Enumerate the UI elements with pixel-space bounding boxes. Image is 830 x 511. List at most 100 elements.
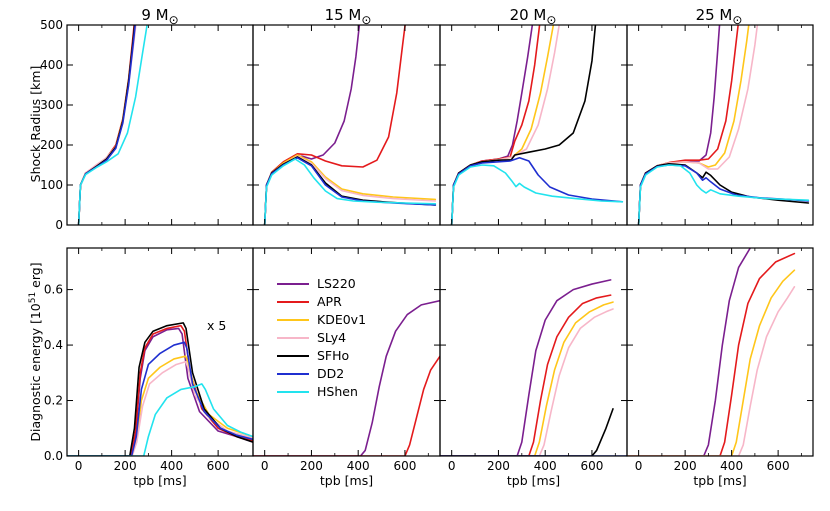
panel-title-25: 25 M⊙ [696, 6, 743, 27]
series-line-ls220 [77, 25, 136, 225]
series-line-ls220 [627, 248, 752, 456]
bottom-panel-4-series [627, 248, 796, 456]
bottom-panel-2-series [253, 299, 440, 456]
series-line-apr [253, 355, 440, 456]
top-panel-3-series [450, 25, 624, 225]
top-panel-2-series [263, 25, 437, 225]
series-line-apr [263, 25, 406, 225]
series-line-ls220 [450, 25, 534, 225]
legend-item-dd2: DD2 [277, 366, 344, 381]
x-tick-label: 0 [635, 459, 643, 473]
top-panel-2 [252, 24, 441, 226]
bottom-panel-3: 0 200 400 600 tpb [ms] [439, 247, 628, 488]
series-line-ls220 [637, 25, 721, 225]
bottom-panel-2: 0 200 400 600 tpb [ms] [252, 247, 441, 488]
panels: 0 100 200 300 400 500 0.0 0.2 0.4 0.6 0 200 400 600 tp… [40, 18, 814, 488]
series-line-apr [450, 25, 541, 225]
top-panel-1-series [77, 25, 148, 225]
series-line-apr [627, 252, 796, 456]
y-tick-label: 0.2 [44, 394, 63, 408]
panel-title-20: 20 M⊙ [510, 6, 557, 27]
x-tick-label: 400 [720, 459, 743, 473]
x-tick-label: 600 [207, 459, 230, 473]
legend-label: APR [317, 294, 342, 309]
x-tick-label: 200 [487, 459, 510, 473]
y-tick-label: 0 [55, 218, 63, 232]
bottom-panel-1-series [67, 322, 253, 456]
legend-label: SLy4 [317, 330, 346, 345]
legend-label: LS220 [317, 276, 356, 291]
legend-item-hshen: HShen [277, 384, 358, 399]
series-line-sfho [440, 408, 614, 456]
bottom-panel-4: 0 200 400 600 tpb [ms] [626, 247, 814, 488]
x-tick-label: 200 [114, 459, 137, 473]
panel-title-15: 15 M⊙ [325, 6, 372, 27]
bottom-panel-1: 0.0 0.2 0.4 0.6 0 200 400 600 tpb [ms] [44, 247, 254, 488]
y-tick-label: 200 [40, 138, 63, 152]
series-line-sfho [67, 322, 253, 456]
x-tick-label: 400 [534, 459, 557, 473]
top-panel-3 [439, 24, 628, 226]
series-line-sly4 [627, 286, 796, 456]
series-line-kde0v1 [67, 355, 253, 456]
legend-item-apr: APR [277, 294, 342, 309]
legend-label: SFHo [317, 348, 349, 363]
x-axis-label: tpb [ms] [693, 473, 746, 488]
series-line-sfho [450, 25, 597, 225]
y-tick-label: 0.0 [44, 449, 63, 463]
panel-title-9: 9 M⊙ [141, 6, 178, 27]
top-panel-1: 0 100 200 300 400 500 [40, 18, 254, 232]
series-line-hshen [263, 158, 437, 225]
y-tick-label: 0.4 [44, 338, 63, 352]
x-tick-label: 0 [261, 459, 269, 473]
x-tick-label: 400 [160, 459, 183, 473]
series-line-dd2 [77, 25, 137, 225]
x-tick-label: 600 [767, 459, 790, 473]
panel-frame [626, 247, 814, 457]
legend-item-sly4: SLy4 [277, 330, 346, 345]
legend-label: DD2 [317, 366, 344, 381]
x-axis-label: tpb [ms] [507, 473, 560, 488]
panel-frame [439, 247, 628, 457]
series-line-hshen [77, 25, 148, 225]
legend-label: KDE0v1 [317, 312, 366, 327]
x-tick-label: 200 [674, 459, 697, 473]
panel-titles: 9 M⊙ 15 M⊙ 20 M⊙ 25 M⊙ [141, 6, 742, 27]
series-line-apr [67, 324, 253, 456]
x-tick-label: 600 [393, 459, 416, 473]
panel-frame [626, 24, 814, 226]
series-line-hshen [450, 164, 624, 225]
legend-item-kde0v1: KDE0v1 [277, 312, 366, 327]
top-y-axis-label: Shock Radius [km] [28, 66, 43, 183]
series-line-sly4 [77, 25, 137, 225]
series-line-kde0v1 [627, 269, 796, 456]
panel-frame [66, 24, 254, 226]
x-tick-label: 0 [448, 459, 456, 473]
series-line-dd2 [67, 341, 253, 456]
bottom-panel-3-series [440, 279, 627, 456]
panel-frame [252, 24, 441, 226]
series-line-apr [440, 294, 612, 456]
legend-label: HShen [317, 384, 358, 399]
legend-item-ls220: LS220 [277, 276, 356, 291]
series-line-apr [77, 25, 135, 225]
top-panel-4 [626, 24, 814, 226]
y-tick-label: 400 [40, 58, 63, 72]
x-tick-label: 600 [580, 459, 603, 473]
panel-frame [439, 24, 628, 226]
y-tick-label: 0.6 [44, 283, 63, 297]
series-line-sfho [77, 25, 136, 225]
series-line-kde0v1 [77, 25, 136, 225]
scale-annotation: x 5 [207, 318, 226, 333]
series-line-ls220 [253, 299, 440, 456]
series-line-hshen [67, 383, 253, 456]
series-line-ls220 [263, 25, 361, 225]
bottom-y-axis-label: Diagnostic energy [1051 erg] [28, 262, 43, 441]
legend-item-sfho: SFHo [277, 348, 349, 363]
top-panel-4-series [637, 25, 810, 225]
panel-frame [66, 247, 254, 457]
series-line-hshen [637, 164, 810, 225]
series-line-kde0v1 [440, 301, 614, 456]
x-tick-label: 0 [75, 459, 83, 473]
